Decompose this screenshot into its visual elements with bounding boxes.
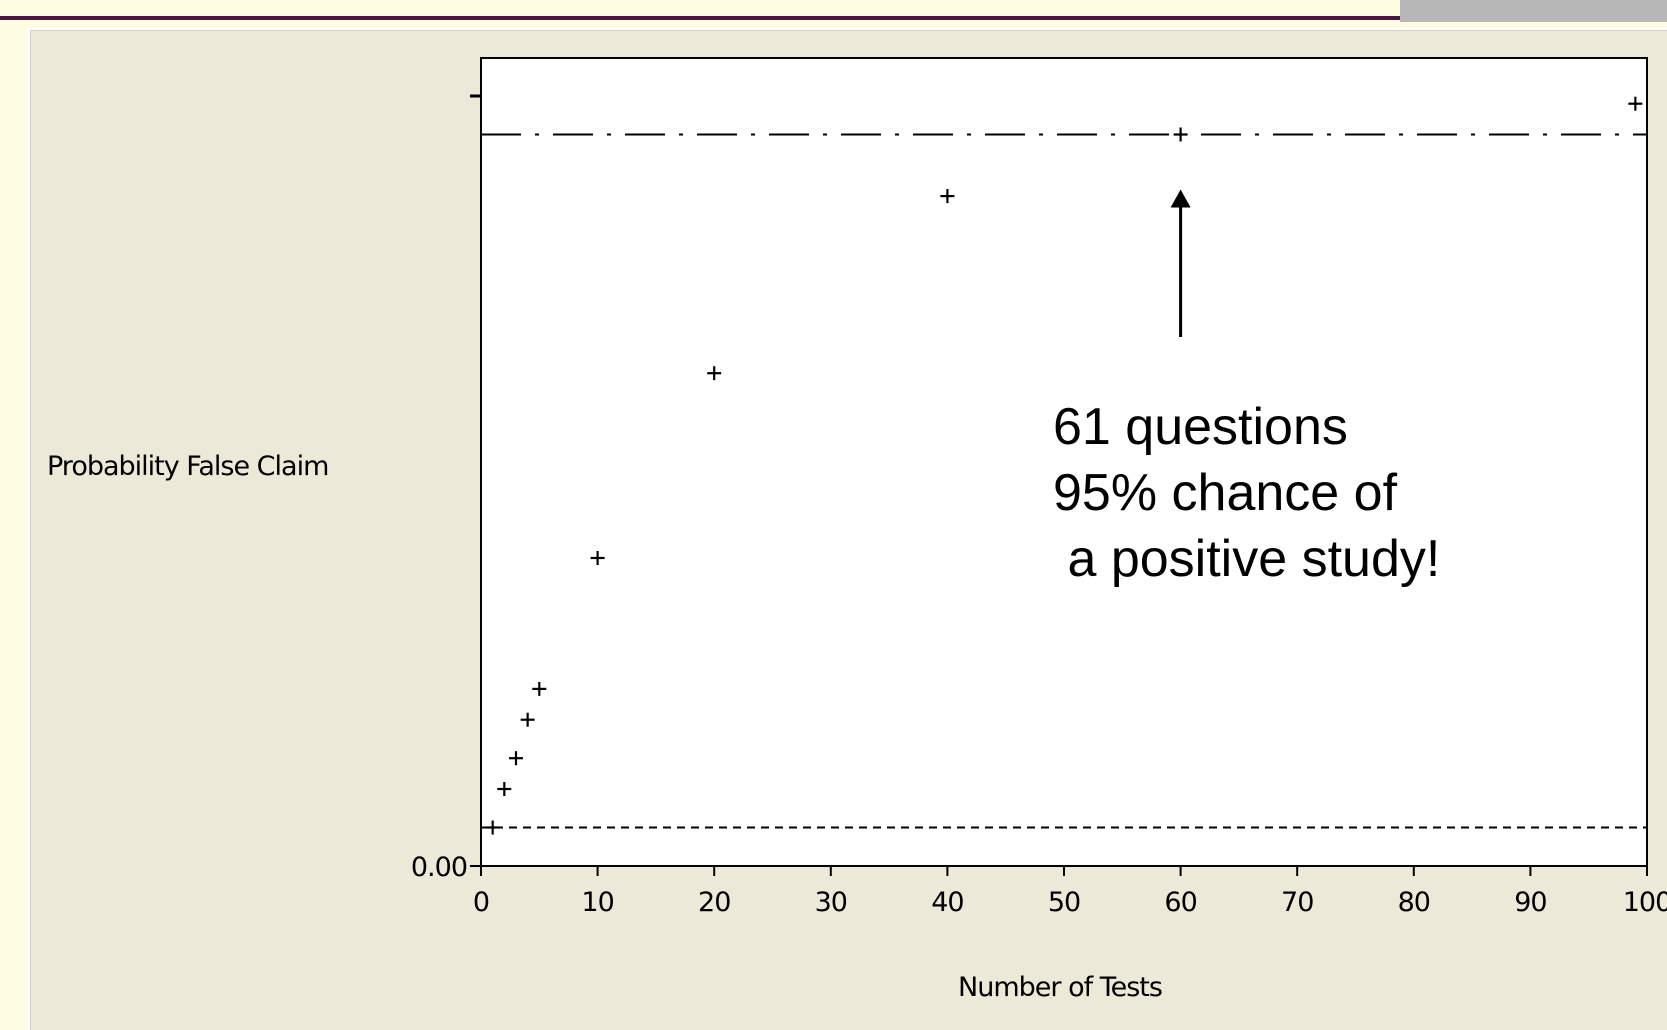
data-point-6 <box>590 551 605 565</box>
x-tick-label-0: 0 <box>473 887 489 918</box>
annotation-arrow <box>1170 189 1191 337</box>
plot-area <box>480 57 1648 867</box>
x-axis-ticks <box>480 866 1648 876</box>
annotation-line-2: 95% chance of <box>1053 464 1398 522</box>
x-tick-label-100: 100 <box>1623 887 1667 918</box>
y-axis-title: Probability False Claim <box>47 451 328 482</box>
reference-lines <box>481 133 1647 829</box>
data-point-9 <box>1173 127 1188 142</box>
x-tick-label-10: 10 <box>581 887 613 918</box>
y-tick-label-0: 0.00 <box>411 852 467 883</box>
annotation-arrow-head <box>1170 189 1191 208</box>
x-axis-title: Number of Tests <box>958 972 1162 1003</box>
slide-top-band <box>0 0 1667 16</box>
annotation-text: 61 questions 95% chance of a positive st… <box>1053 398 1440 588</box>
x-tick-label-40: 40 <box>931 887 963 918</box>
slide-corner-tab <box>1400 0 1667 22</box>
x-tick-label-70: 70 <box>1281 887 1313 918</box>
annotation-line-1: 61 questions <box>1053 398 1348 456</box>
data-point-5 <box>532 681 547 696</box>
data-point-2 <box>497 782 512 796</box>
data-point-3 <box>508 751 523 766</box>
data-point-10 <box>1628 96 1643 111</box>
x-axis-tick-labels: 0 10 20 30 40 50 60 70 80 90 100 <box>473 887 1667 918</box>
data-points <box>485 96 1643 835</box>
data-point-4 <box>520 712 535 727</box>
annotation-line-3: a positive study! <box>1053 530 1440 588</box>
data-point-1 <box>485 820 500 835</box>
x-tick-label-90: 90 <box>1514 887 1546 918</box>
data-point-7 <box>707 366 722 381</box>
x-tick-label-60: 60 <box>1164 887 1196 918</box>
slide-title-rule <box>0 16 1667 20</box>
x-tick-label-20: 20 <box>698 887 730 918</box>
data-point-8 <box>940 189 955 204</box>
x-tick-label-80: 80 <box>1398 887 1430 918</box>
y-axis-ticks: 0.00 <box>411 852 481 883</box>
x-tick-label-30: 30 <box>815 887 847 918</box>
x-tick-label-50: 50 <box>1048 887 1080 918</box>
